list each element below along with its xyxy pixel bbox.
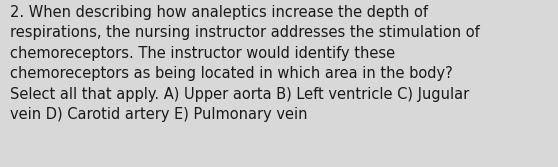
Text: 2. When describing how analeptics increase the depth of
respirations, the nursin: 2. When describing how analeptics increa… [10,5,480,122]
